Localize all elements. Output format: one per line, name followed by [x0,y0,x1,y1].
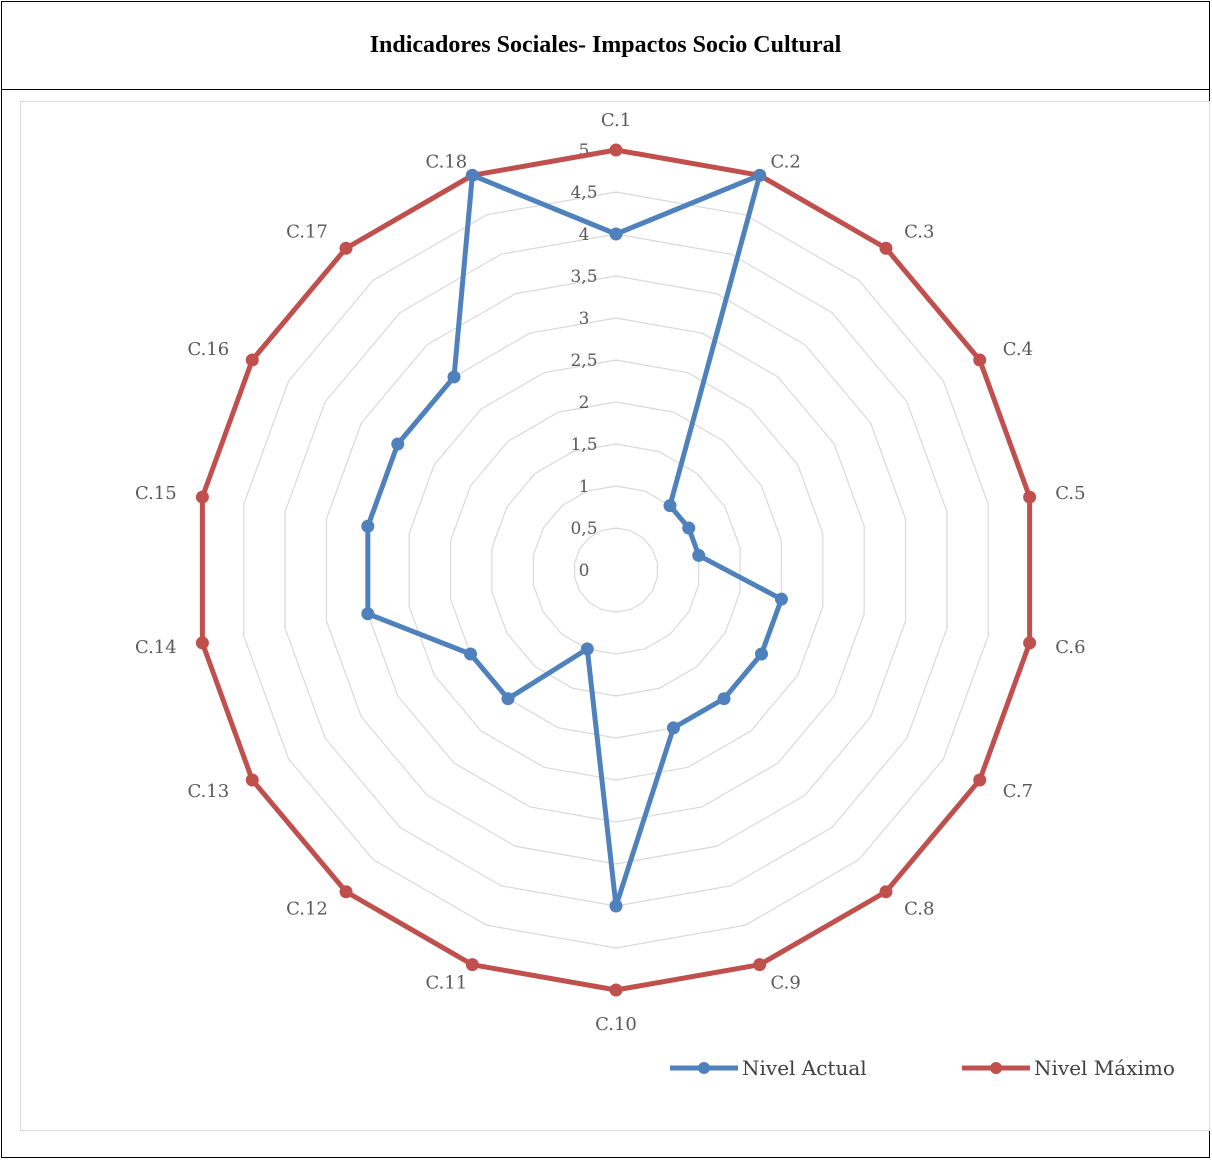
data-point [196,491,209,504]
legend-label: Nivel Actual [742,1056,867,1080]
category-label: C.17 [286,221,328,242]
r-tick-label: 3,5 [570,267,597,287]
legend-marker [698,1062,710,1074]
category-label: C.4 [1003,339,1033,360]
data-point [717,692,730,705]
r-tick-label: 4,5 [570,183,597,203]
data-point [1023,491,1036,504]
data-point [502,692,515,705]
data-point [340,242,353,255]
category-label: C.11 [425,973,467,994]
category-label: C.12 [286,899,328,920]
grid-ring [409,360,823,780]
r-tick-label: 3 [579,309,590,329]
legend-marker [990,1062,1002,1074]
category-label: C.3 [904,221,934,242]
category-label: C.16 [187,339,229,360]
data-point [448,370,461,383]
r-tick-label: 2 [579,393,590,413]
category-label: C.7 [1003,781,1033,802]
r-tick-label: 0 [579,561,590,581]
data-point [246,774,259,787]
category-label: C.9 [770,973,800,994]
data-point [246,354,259,367]
data-point [667,721,680,734]
data-point [610,228,623,241]
data-point [466,169,479,182]
r-tick-label: 1,5 [570,435,597,455]
category-label: C.18 [425,151,467,172]
category-label: C.6 [1055,637,1085,658]
grid-ring [326,276,905,864]
data-point [753,169,766,182]
category-label: C.10 [595,1014,637,1035]
category-label: C.13 [187,781,229,802]
legend-label: Nivel Máximo [1034,1056,1175,1080]
data-point [879,242,892,255]
data-point [361,520,374,533]
data-point [879,885,892,898]
data-point [340,885,353,898]
grid-ring [285,234,947,906]
category-label: C.5 [1055,483,1085,504]
r-tick-label: 1 [579,477,590,497]
data-point [692,549,705,562]
data-point [391,438,404,451]
data-point [196,636,209,649]
data-point [610,144,623,157]
data-point [1023,636,1036,649]
r-tick-label: 0,5 [570,519,597,539]
category-label: C.15 [135,483,177,504]
data-point [466,958,479,971]
data-point [464,648,477,661]
data-point [753,958,766,971]
data-point [361,607,374,620]
category-label: C.14 [135,637,177,658]
grid-ring [244,192,989,948]
data-point [610,984,623,997]
data-point [973,354,986,367]
data-point [610,900,623,913]
category-label: C.2 [770,151,800,172]
category-label: C.8 [904,899,934,920]
data-point [682,522,695,535]
data-point [755,648,768,661]
data-point [775,593,788,606]
r-tick-label: 4 [579,225,590,245]
data-point [581,642,594,655]
category-label: C.1 [601,110,631,131]
grid-ring [492,444,740,696]
data-point [663,499,676,512]
data-point [973,774,986,787]
r-tick-label: 2,5 [570,351,597,371]
